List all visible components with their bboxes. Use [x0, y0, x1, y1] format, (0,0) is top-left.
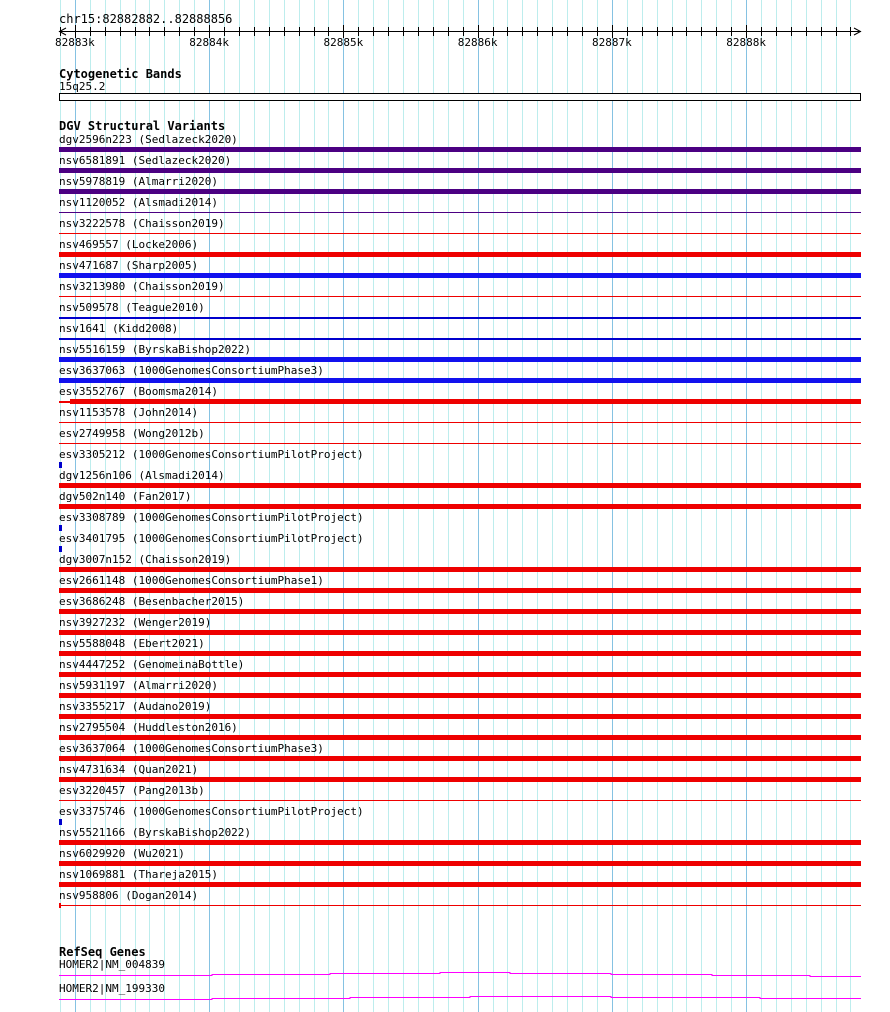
variant-bar[interactable]	[59, 882, 861, 887]
variant-bar[interactable]	[59, 651, 861, 656]
variant-label: esv3637064 (1000GenomesConsortiumPhase3)	[59, 742, 324, 755]
variant-line[interactable]	[59, 905, 861, 906]
variant-bar[interactable]	[59, 777, 861, 782]
ruler-tick-label: 82887k	[591, 36, 632, 49]
variant-point[interactable]	[59, 819, 62, 825]
variant-bar[interactable]	[59, 483, 861, 488]
variant-bar[interactable]	[59, 861, 861, 866]
variant-label: dgv502n140 (Fan2017)	[59, 490, 192, 503]
variant-label: nsv6581891 (Sedlazeck2020)	[59, 154, 232, 167]
variant-bar[interactable]	[59, 756, 861, 761]
ruler-tick-label: 82883k	[54, 36, 95, 49]
variant-label: esv3308789 (1000GenomesConsortiumPilotPr…	[59, 511, 364, 524]
variant-label: esv3375746 (1000GenomesConsortiumPilotPr…	[59, 805, 364, 818]
variant-label: nsv5931197 (Almarri2020)	[59, 679, 218, 692]
variant-bar[interactable]	[59, 609, 861, 614]
variant-label: esv3552767 (Boomsma2014)	[59, 385, 218, 398]
variant-bar[interactable]	[70, 399, 861, 404]
gene-line[interactable]	[59, 972, 861, 977]
coordinate-ruler	[58, 25, 862, 38]
variant-label: dgv1256n106 (Alsmadi2014)	[59, 469, 225, 482]
variant-label: esv3686248 (Besenbacher2015)	[59, 595, 245, 608]
variant-line[interactable]	[59, 233, 861, 234]
variant-label: nsv469557 (Locke2006)	[59, 238, 199, 251]
variant-label: nsv6029920 (Wu2021)	[59, 847, 185, 860]
variant-point[interactable]	[59, 462, 62, 468]
variant-label: nsv471687 (Sharp2005)	[59, 259, 199, 272]
variant-label: nsv4447252 (GenomeinaBottle)	[59, 658, 245, 671]
variant-line[interactable]	[59, 317, 861, 319]
variant-line-stub[interactable]	[59, 401, 70, 403]
section-title-cytogenetic: Cytogenetic Bands	[59, 67, 182, 81]
variant-line[interactable]	[59, 212, 861, 213]
variant-label: esv3637063 (1000GenomesConsortiumPhase3)	[59, 364, 324, 377]
ruler-axis-line	[59, 25, 861, 38]
variant-label: nsv3213980 (Chaisson2019)	[59, 280, 225, 293]
variant-point[interactable]	[59, 525, 62, 531]
variant-bar[interactable]	[59, 714, 861, 719]
cytoband-bar	[59, 93, 861, 101]
variant-label: esv2661148 (1000GenomesConsortiumPhase1)	[59, 574, 324, 587]
variant-bar[interactable]	[59, 735, 861, 740]
variant-bar[interactable]	[59, 693, 861, 698]
variant-line[interactable]	[59, 443, 861, 444]
variant-label: nsv1120052 (Alsmadi2014)	[59, 196, 218, 209]
variant-bar[interactable]	[59, 378, 861, 383]
section-title-refseq: RefSeq Genes	[59, 945, 146, 959]
variant-bar[interactable]	[59, 168, 861, 173]
variant-bar[interactable]	[59, 189, 861, 194]
cytoband-label: 15q25.2	[59, 80, 106, 93]
variant-label: nsv509578 (Teague2010)	[59, 301, 205, 314]
variant-label: nsv1153578 (John2014)	[59, 406, 199, 419]
variant-label: nsv3222578 (Chaisson2019)	[59, 217, 225, 230]
variant-bar[interactable]	[59, 588, 861, 593]
ruler-tick-label: 82888k	[726, 36, 766, 49]
position-label: chr15:82882882..82888856	[59, 12, 233, 26]
variant-bar[interactable]	[59, 672, 861, 677]
variant-label: nsv1641 (Kidd2008)	[59, 322, 179, 335]
gene-label: HOMER2|NM_199330	[59, 982, 165, 995]
gene-label: HOMER2|NM_004839	[59, 958, 165, 971]
variant-bar[interactable]	[59, 840, 861, 845]
variant-line[interactable]	[59, 422, 861, 423]
variant-label: nsv5588048 (Ebert2021)	[59, 637, 205, 650]
section-title-dgv: DGV Structural Variants	[59, 119, 226, 133]
ruler-tick-label: 82886k	[457, 36, 498, 49]
variant-label: nsv2795504 (Huddleston2016)	[59, 721, 238, 734]
variant-label: nsv5521166 (ByrskaBishop2022)	[59, 826, 252, 839]
variant-bar[interactable]	[59, 567, 861, 572]
variant-line[interactable]	[59, 800, 861, 801]
variant-label: esv3401795 (1000GenomesConsortiumPilotPr…	[59, 532, 364, 545]
variant-bar[interactable]	[59, 630, 861, 635]
ruler-arrowheads	[58, 27, 862, 36]
variant-line[interactable]	[59, 338, 861, 340]
variant-point[interactable]	[59, 546, 62, 552]
variant-label: dgv3007n152 (Chaisson2019)	[59, 553, 232, 566]
variant-label: esv3305212 (1000GenomesConsortiumPilotPr…	[59, 448, 364, 461]
gene-line[interactable]	[59, 996, 861, 1000]
variant-label: esv3220457 (Pang2013b)	[59, 784, 205, 797]
variant-label: nsv4731634 (Quan2021)	[59, 763, 199, 776]
variant-label: nsv1069881 (Thareja2015)	[59, 868, 218, 881]
variant-label: dgv2596n223 (Sedlazeck2020)	[59, 133, 238, 146]
variant-bar[interactable]	[59, 252, 861, 257]
variant-label: esv2749958 (Wong2012b)	[59, 427, 205, 440]
variant-label: nsv5516159 (ByrskaBishop2022)	[59, 343, 252, 356]
variant-bar[interactable]	[59, 273, 861, 278]
ruler-tick-label: 82884k	[189, 36, 229, 49]
variant-label: nsv3355217 (Audano2019)	[59, 700, 212, 713]
variant-label: nsv5978819 (Almarri2020)	[59, 175, 218, 188]
variant-bar[interactable]	[59, 147, 861, 152]
ruler-tick-label: 82885k	[323, 36, 364, 49]
variant-label: nsv958806 (Dogan2014)	[59, 889, 199, 902]
variant-bar[interactable]	[59, 357, 861, 362]
variant-label: nsv3927232 (Wenger2019)	[59, 616, 212, 629]
variant-bar[interactable]	[59, 504, 861, 509]
variant-line[interactable]	[59, 296, 861, 297]
